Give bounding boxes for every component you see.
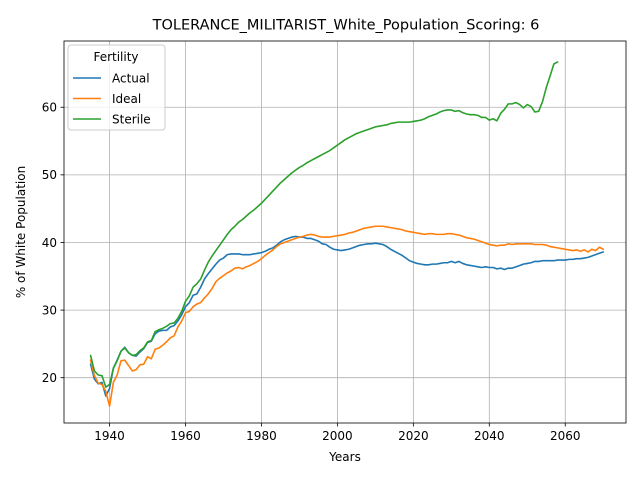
y-tick-label: 30 (42, 303, 57, 317)
x-tick-label: 2040 (474, 429, 505, 443)
y-tick-label: 60 (42, 101, 57, 115)
legend-box (67, 44, 166, 131)
y-axis-label: % of White Population (14, 166, 28, 298)
legend-title: Fertility (93, 50, 138, 64)
x-tick-label: 2000 (322, 429, 353, 443)
y-tick-label: 20 (42, 371, 57, 385)
x-tick-label: 1980 (246, 429, 277, 443)
legend-label-sterile: Sterile (112, 112, 151, 126)
series-line-ideal (89, 225, 605, 407)
y-tick-label: 50 (42, 168, 57, 182)
x-tick-label: 2020 (398, 429, 429, 443)
x-tick-label: 1960 (170, 429, 201, 443)
plot-area-frame (63, 40, 627, 424)
tick-layer: 1940 1960 1980 2000 2020 2040 2060 20 30 40 50 60 (42, 101, 581, 443)
chart-title: TOLERANCE_MILITARIST_White_Population_Sc… (152, 18, 540, 34)
series-line-sterile (89, 61, 559, 388)
x-tick-label: 1940 (94, 429, 125, 443)
legend-label-ideal: Ideal (112, 92, 141, 106)
series-layer (89, 61, 605, 407)
x-axis-label: Years (328, 450, 361, 464)
legend-entries: Actual Ideal Sterile (73, 71, 151, 126)
series-line-actual (89, 235, 605, 397)
y-tick-label: 40 (42, 236, 57, 250)
legend-label-actual: Actual (112, 71, 150, 85)
x-tick-label: 2060 (550, 429, 581, 443)
legend: Fertility Actual Ideal Sterile (67, 44, 166, 131)
